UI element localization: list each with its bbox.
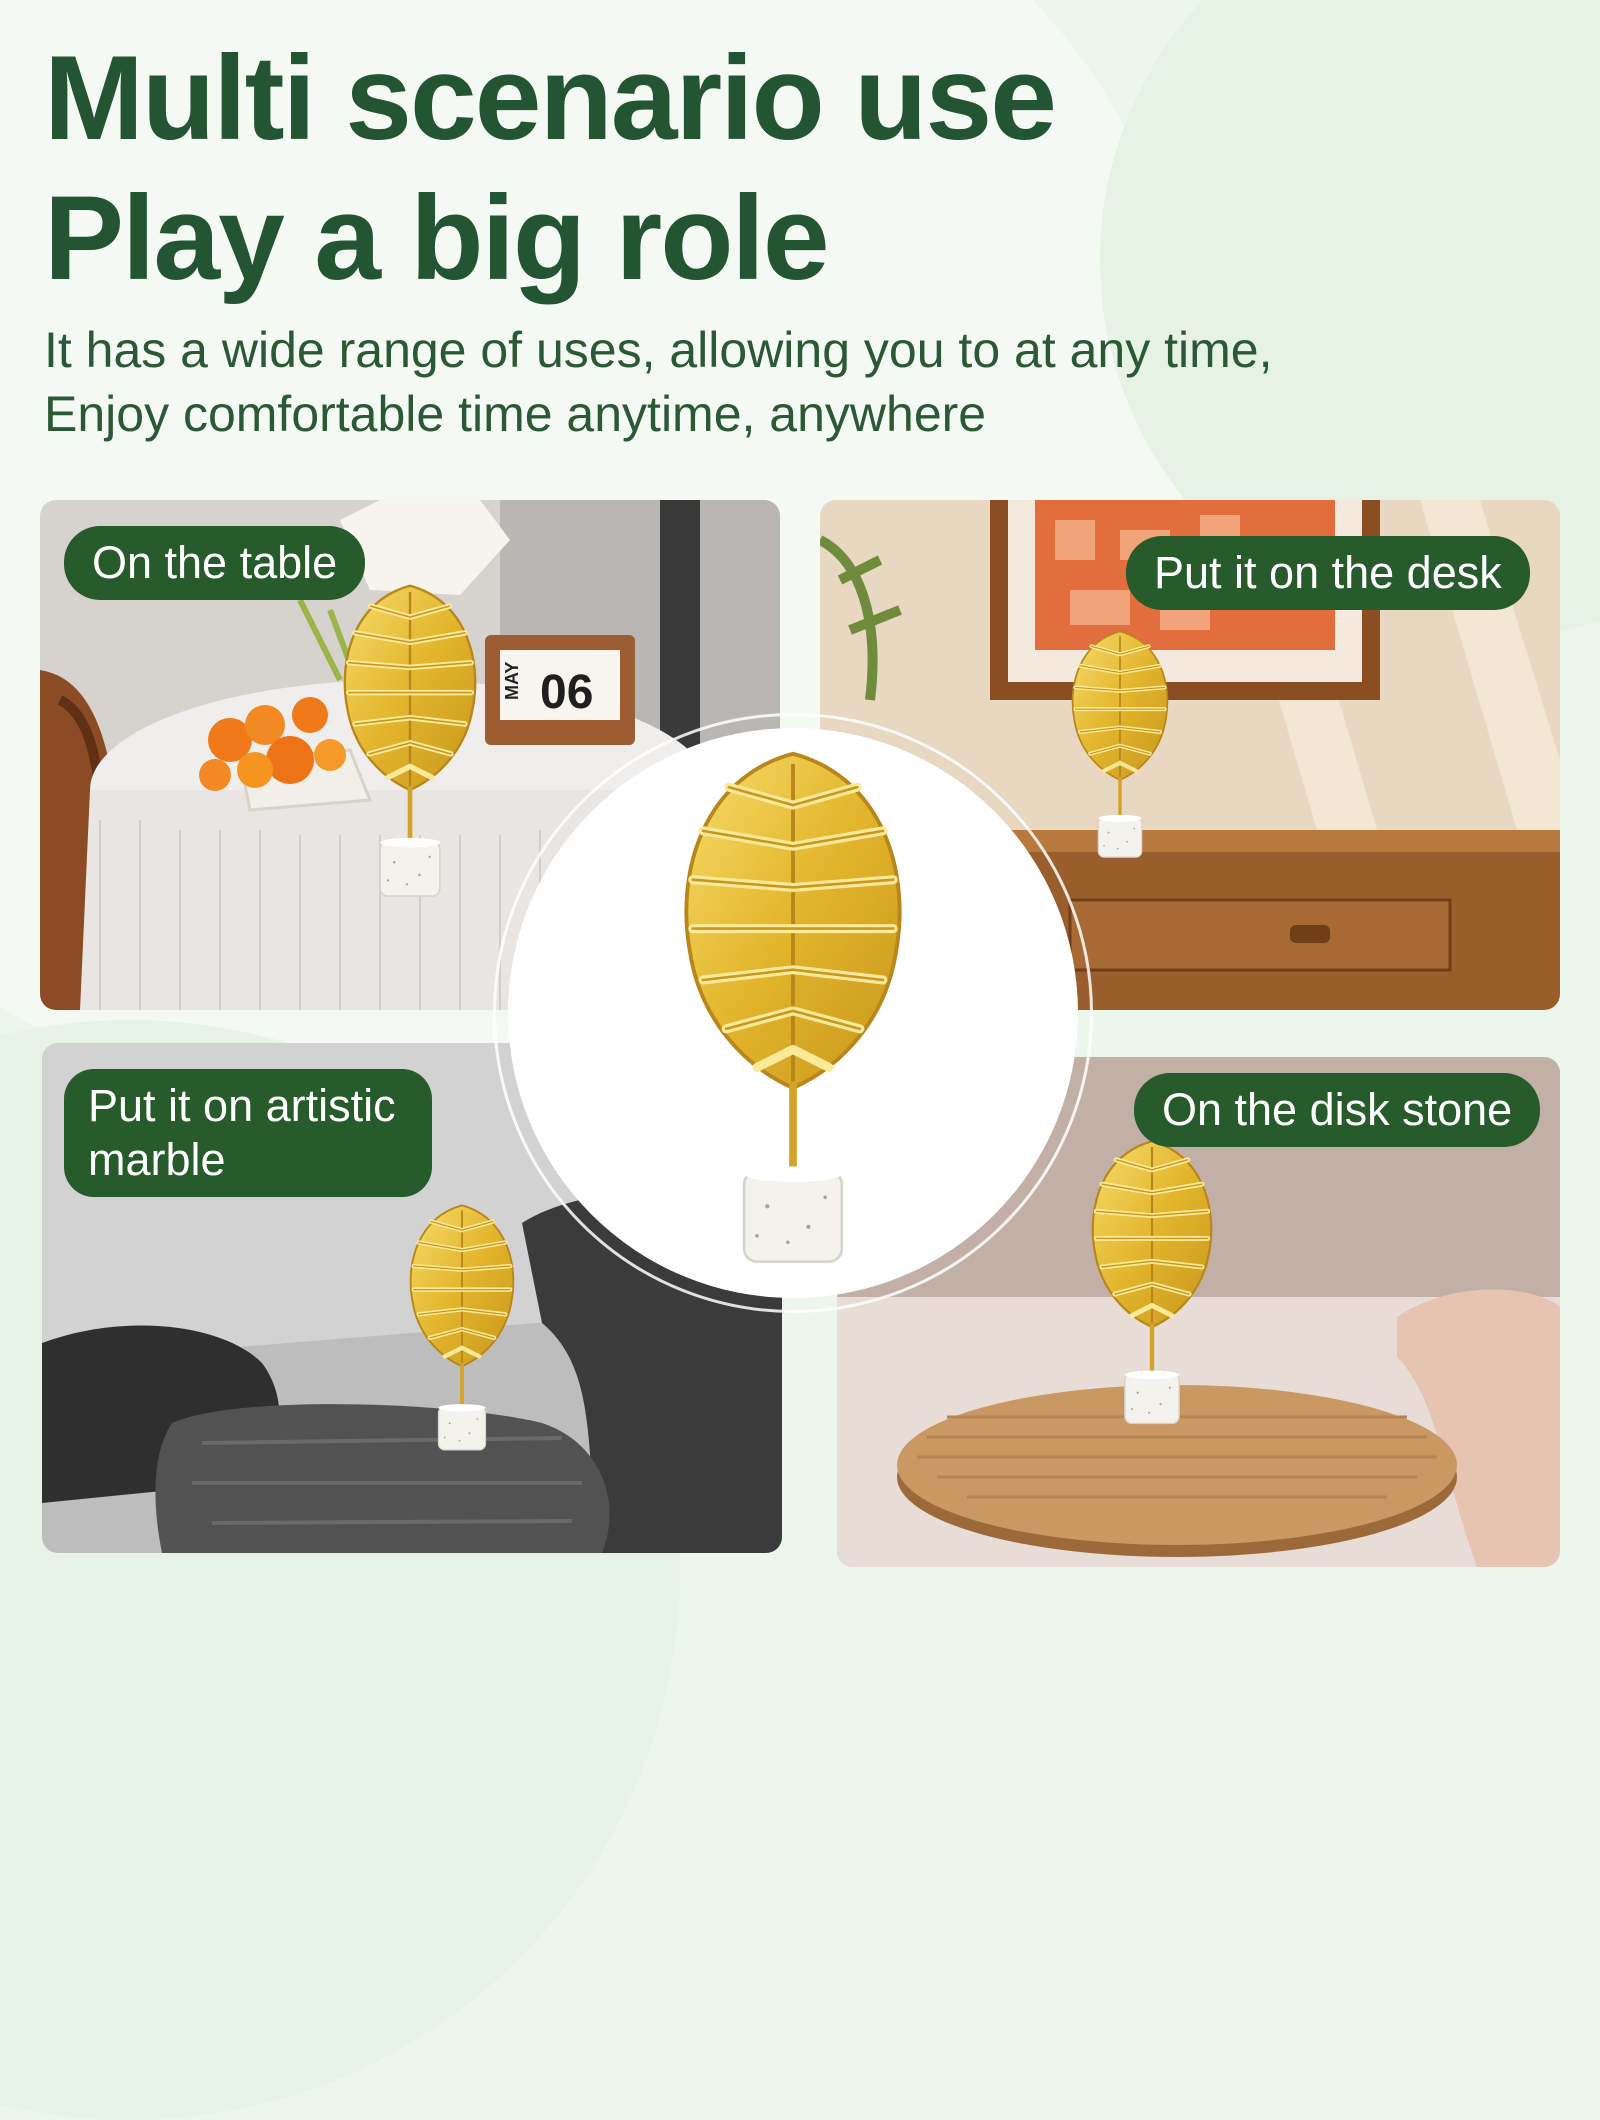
headline-line-2: Play a big role	[44, 171, 830, 305]
center-ring	[493, 713, 1093, 1313]
label-artistic-marble-line-2: marble	[88, 1134, 226, 1185]
subtitle-line-1: It has a wide range of uses, allowing yo…	[44, 322, 1273, 378]
label-artistic-marble-line-1: Put it on artistic	[88, 1080, 396, 1131]
calendar-month-text: MAY	[502, 662, 522, 700]
label-on-the-table: On the table	[64, 526, 366, 600]
label-on-disk-stone: On the disk stone	[1134, 1073, 1541, 1147]
subtitle: It has a wide range of uses, allowing yo…	[44, 318, 1272, 446]
headline-line-1: Multi scenario use	[44, 31, 1057, 165]
label-artistic-marble: Put it on artistic marble	[64, 1069, 432, 1197]
calendar-day-text: 06	[540, 666, 593, 719]
subtitle-line-2: Enjoy comfortable time anytime, anywhere	[44, 386, 987, 442]
headline: Multi scenario use Play a big role	[44, 28, 1057, 308]
gold-monstera-leaf-ornament-icon	[508, 728, 1078, 1298]
product-hero-circle	[508, 728, 1078, 1298]
label-put-on-desk: Put it on the desk	[1126, 536, 1530, 610]
